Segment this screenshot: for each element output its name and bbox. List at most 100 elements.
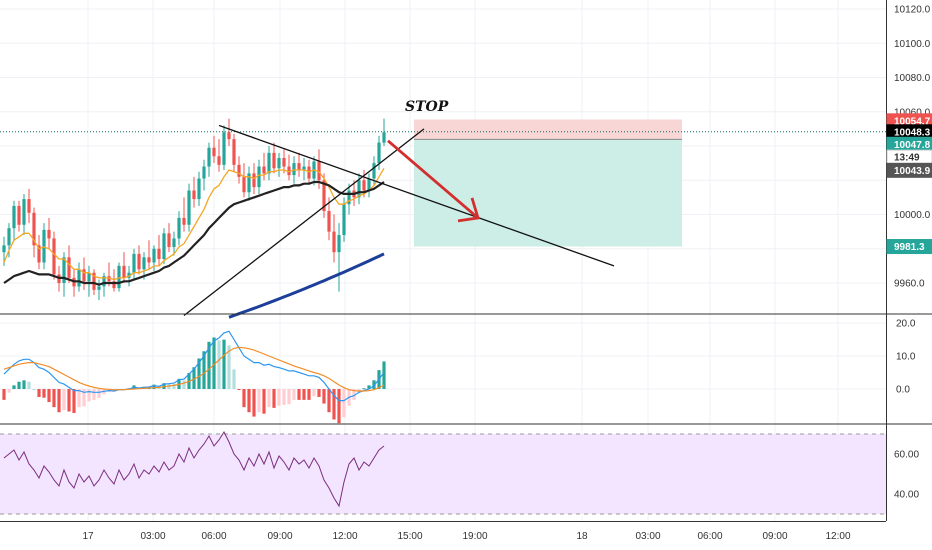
macd-histogram-bar bbox=[2, 389, 6, 400]
candle-up bbox=[162, 233, 166, 260]
macd-histogram-bar bbox=[52, 389, 56, 408]
time-axis[interactable]: 17 03:00 06:00 09:00 12:00 15:00 19:00 18 03:00 0… bbox=[82, 531, 851, 542]
macd-histogram-bar bbox=[242, 389, 246, 408]
macd-histogram-bar bbox=[192, 367, 196, 389]
rsi-band bbox=[0, 434, 886, 514]
macd-histogram-bar bbox=[237, 389, 241, 390]
candle-down bbox=[227, 132, 231, 140]
candle-down bbox=[192, 190, 196, 200]
price-axis[interactable]: 10120.0 10100.0 10080.0 10060.0 10000.0 9960.… bbox=[886, 5, 932, 501]
time-tick-label: 06:00 bbox=[697, 531, 722, 542]
candle-down bbox=[272, 152, 276, 169]
price-tag-bg bbox=[886, 239, 932, 255]
candle-up bbox=[357, 180, 361, 198]
macd-pane[interactable] bbox=[2, 330, 386, 424]
candle-up bbox=[197, 178, 201, 200]
price-tick-label: 10120.0 bbox=[894, 5, 931, 16]
candle-down bbox=[47, 229, 51, 239]
candle-up bbox=[102, 276, 106, 287]
rsi-line bbox=[3, 430, 385, 508]
candle-up bbox=[207, 147, 211, 167]
time-tick-label: 17 bbox=[82, 531, 94, 542]
time-tick-label: 06:00 bbox=[201, 531, 226, 542]
macd-histogram-bar bbox=[7, 389, 11, 393]
time-tick-label: 09:00 bbox=[762, 531, 787, 542]
candle-up bbox=[177, 217, 181, 239]
candle-up bbox=[277, 157, 281, 169]
candle-up bbox=[7, 228, 11, 246]
price-tag-label: 10043.9 bbox=[894, 166, 931, 177]
candle-up bbox=[257, 166, 261, 188]
ema-slow-line bbox=[228, 252, 385, 319]
time-tick-label: 09:00 bbox=[267, 531, 292, 542]
macd-histogram-bar bbox=[272, 389, 276, 408]
candle-down bbox=[37, 245, 41, 263]
candle-up bbox=[202, 166, 206, 179]
candle-down bbox=[147, 257, 151, 263]
time-tick-label: 03:00 bbox=[635, 531, 660, 542]
candle-down bbox=[262, 166, 266, 174]
macd-histogram-bar bbox=[197, 358, 201, 389]
candle-down bbox=[217, 156, 221, 165]
time-tick-label: 15:00 bbox=[397, 531, 422, 542]
macd-histogram-bar bbox=[32, 389, 36, 390]
candle-down bbox=[237, 164, 241, 177]
candle-down bbox=[112, 281, 116, 289]
time-tick-label: 03:00 bbox=[140, 531, 165, 542]
macd-histogram-bar bbox=[87, 389, 91, 402]
price-pane[interactable] bbox=[0, 118, 886, 319]
candle-down bbox=[282, 157, 286, 167]
rsi-pane[interactable] bbox=[0, 430, 886, 515]
candle-down bbox=[92, 272, 96, 290]
candle-down bbox=[122, 265, 126, 278]
candle-down bbox=[322, 180, 326, 212]
candle-up bbox=[62, 257, 66, 283]
candle-up bbox=[302, 166, 306, 170]
macd-histogram-bar bbox=[302, 389, 306, 400]
candle-up bbox=[42, 229, 46, 263]
candle-up bbox=[12, 205, 16, 229]
candle-up bbox=[292, 163, 296, 176]
stop-loss-zone bbox=[414, 119, 682, 140]
macd-histogram-bar bbox=[37, 389, 41, 397]
candle-up bbox=[247, 173, 251, 193]
candle-down bbox=[82, 269, 86, 282]
ema-fast-line bbox=[3, 167, 385, 281]
macd-histogram-bar bbox=[207, 341, 211, 389]
candle-up bbox=[382, 132, 386, 143]
macd-histogram-bar bbox=[227, 345, 231, 389]
candle-down bbox=[157, 248, 161, 260]
candle-up bbox=[172, 238, 176, 248]
candle-up bbox=[222, 132, 226, 165]
candle-down bbox=[242, 176, 246, 193]
macd-histogram-bar bbox=[232, 369, 236, 389]
candle-up bbox=[187, 190, 191, 225]
macd-histogram-bar bbox=[252, 389, 256, 417]
price-tag-label: 10054.7 bbox=[894, 116, 931, 127]
macd-histogram-bar bbox=[182, 380, 186, 389]
time-tick-label: 12:00 bbox=[332, 531, 357, 542]
rsi-tick-label: 40.00 bbox=[894, 490, 919, 501]
candle-up bbox=[87, 272, 91, 282]
candle-down bbox=[67, 257, 71, 278]
candle-up bbox=[367, 178, 371, 191]
candle-up bbox=[342, 204, 346, 236]
macd-tick-label: 0.0 bbox=[896, 385, 910, 396]
candle-up bbox=[127, 272, 131, 278]
macd-histogram-bar bbox=[92, 389, 96, 400]
candle-down bbox=[297, 163, 301, 170]
price-tag-label: 10048.3 bbox=[894, 127, 931, 138]
macd-line bbox=[3, 330, 385, 402]
macd-histogram-bar bbox=[372, 380, 376, 389]
candle-down bbox=[317, 161, 321, 181]
price-tag-label: 9981.3 bbox=[894, 242, 925, 253]
candle-down bbox=[52, 238, 56, 275]
macd-histogram-bar bbox=[72, 389, 76, 413]
candle-down bbox=[137, 253, 141, 270]
trendline-2 bbox=[218, 124, 615, 267]
macd-histogram-bar bbox=[257, 389, 261, 413]
candle-down bbox=[27, 199, 31, 213]
macd-histogram-bar bbox=[332, 389, 336, 420]
candle-up bbox=[372, 163, 376, 179]
